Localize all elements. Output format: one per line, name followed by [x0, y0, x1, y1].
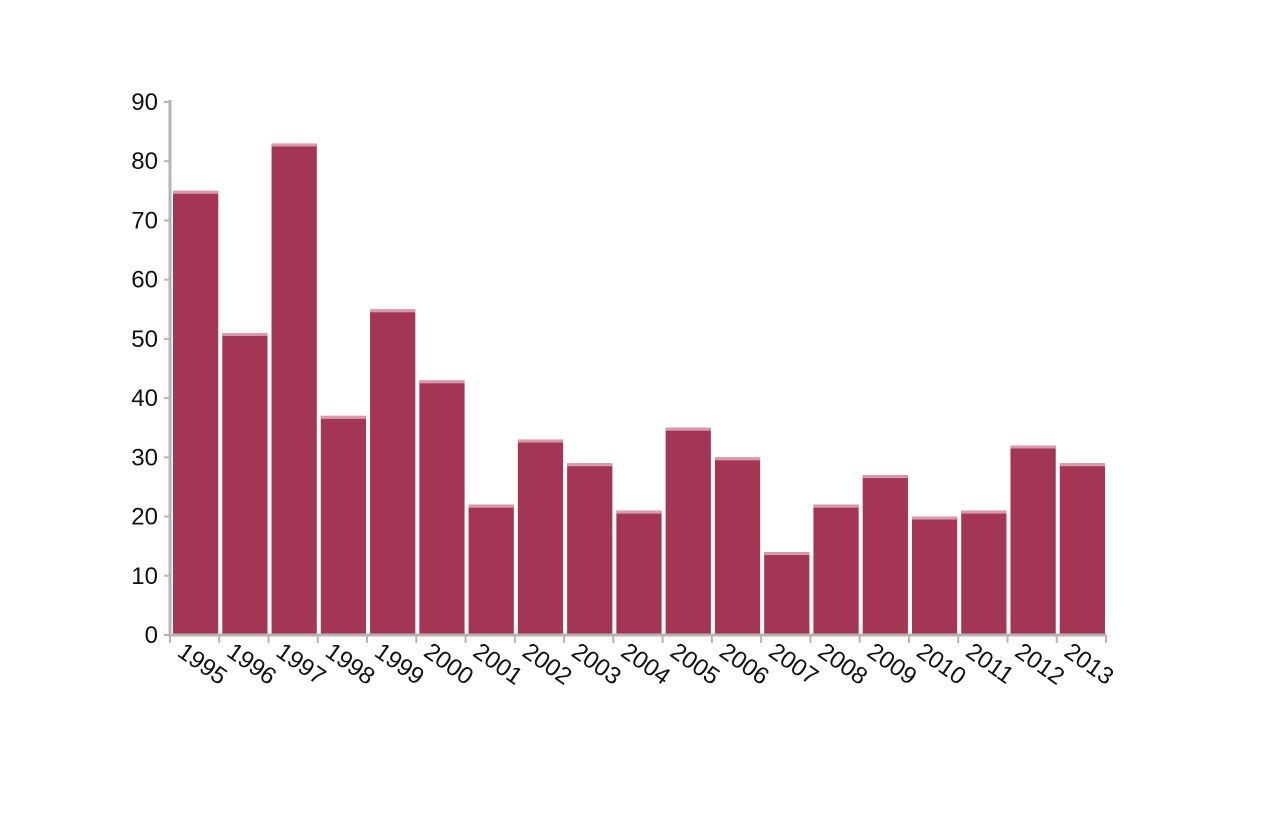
bar-top-2003	[567, 463, 613, 467]
y-tick-label-0: 0	[145, 622, 158, 649]
x-tick-label-1995: 1995	[173, 638, 232, 691]
bar-2002	[517, 439, 564, 635]
bars-layer	[173, 143, 1105, 635]
bar-2010	[911, 516, 958, 635]
x-tick-label-2007: 2007	[764, 638, 823, 691]
y-tick-label-40: 40	[131, 385, 158, 412]
x-tick-label-2009: 2009	[862, 638, 921, 691]
bar-top-2008	[813, 504, 859, 508]
bar-top-2005	[665, 427, 711, 431]
bar-top-2011	[961, 510, 1007, 514]
bar-top-1997	[271, 143, 317, 147]
x-tick-label-2005: 2005	[665, 638, 724, 691]
bar-2011	[961, 510, 1007, 635]
bar-2005	[665, 427, 711, 635]
y-tick-label-80: 80	[131, 148, 158, 175]
axes-layer	[164, 100, 1107, 643]
bar-1999	[370, 309, 416, 635]
bar-2001	[468, 504, 514, 635]
x-tick-label-2012: 2012	[1010, 638, 1069, 691]
x-tick-label-2000: 2000	[419, 638, 478, 691]
x-tick-label-1996: 1996	[222, 638, 281, 691]
y-tick-label-20: 20	[131, 504, 158, 531]
bar-top-2012	[1010, 445, 1056, 449]
x-tick-label-2004: 2004	[616, 638, 675, 691]
bar-2000	[419, 380, 465, 635]
bar-2007	[764, 552, 810, 635]
x-tick-label-1998: 1998	[320, 638, 379, 691]
bar-2003	[567, 463, 613, 635]
x-tick-label-1997: 1997	[271, 638, 330, 691]
bar-1998	[320, 415, 367, 635]
y-tick-label-10: 10	[131, 563, 158, 590]
bar-1996	[222, 332, 268, 635]
y-tick-label-60: 60	[131, 267, 158, 294]
x-tick-label-2008: 2008	[813, 638, 872, 691]
x-tick-label-2010: 2010	[912, 638, 971, 691]
x-tick-label-2001: 2001	[468, 638, 527, 691]
bar-top-2001	[468, 504, 514, 508]
bar-top-2002	[517, 439, 564, 443]
bar-top-2013	[1059, 463, 1105, 467]
y-tick-label-90: 90	[131, 89, 158, 116]
bar-1997	[271, 143, 317, 635]
bar-2012	[1010, 445, 1056, 635]
bar-top-1995	[173, 190, 219, 194]
y-tick-label-70: 70	[131, 207, 158, 234]
bar-top-2000	[419, 380, 465, 384]
bar-top-1999	[370, 309, 416, 313]
bar-top-1996	[222, 332, 268, 336]
bar-2008	[813, 504, 859, 635]
x-tick-label-1999: 1999	[370, 638, 429, 691]
x-tick-label-2002: 2002	[517, 638, 576, 691]
x-tick-label-2011: 2011	[961, 638, 1019, 690]
bar-2009	[862, 475, 908, 635]
y-tick-label-50: 50	[131, 326, 158, 353]
x-tick-label-2013: 2013	[1059, 638, 1118, 691]
bar-2004	[616, 510, 662, 635]
bar-top-2009	[862, 475, 908, 479]
x-tick-label-2003: 2003	[567, 638, 626, 691]
bar-top-2004	[616, 510, 662, 514]
bar-2013	[1059, 463, 1105, 635]
bar-top-1998	[320, 415, 367, 419]
bar-top-2007	[764, 552, 810, 556]
bar-2006	[714, 457, 761, 635]
x-tick-label-2006: 2006	[714, 638, 773, 691]
bar-top-2006	[714, 457, 761, 461]
bar-top-2010	[911, 516, 958, 520]
bar-1995	[173, 190, 219, 635]
y-tick-label-30: 30	[131, 444, 158, 471]
